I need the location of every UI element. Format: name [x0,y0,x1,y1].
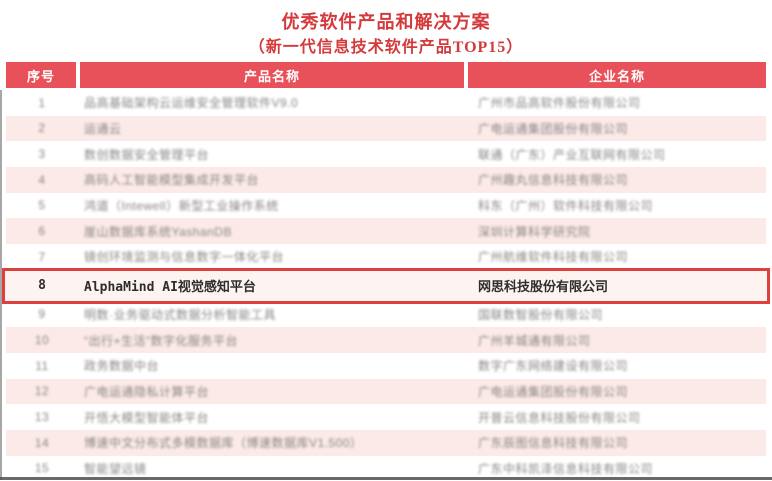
row-index: 5 [38,198,46,213]
row-index: 1 [38,95,46,110]
product-name: 开悟大模型智能体平台 [84,410,210,425]
company-name: 科东（广州）软件科技有限公司 [478,198,654,213]
product-name: “出行+生活”数字化服务平台 [84,333,239,348]
company-name: 广州羊城通有限公司 [478,333,591,348]
table-row: 2 运通云 广电运通集团股份有限公司 [6,115,766,142]
table-row: 9 明数·业务驱动式数据分析智能工具 国联数智股份有限公司 [6,301,766,328]
company-name: 广州市品高软件股份有限公司 [478,96,641,111]
product-name: 政务数据中台 [84,359,160,374]
table-row: 12 广电运通隐私计算平台 广电运通集团股份有限公司 [6,378,766,405]
row-index: 13 [34,410,50,425]
product-name: 明数·业务驱动式数据分析智能工具 [84,307,276,322]
company-name: 广州航维软件科技有限公司 [478,250,629,265]
row-index: 12 [34,384,50,399]
row-index: 3 [38,147,46,162]
table-row: 11 政务数据中台 数字广东网络建设有限公司 [6,352,766,379]
product-name: 品高基础架构云运维安全管理软件V9.0 [84,96,299,111]
company-name: 广东辰图信息科技有限公司 [478,436,629,451]
table-row: 6 崖山数据库系统YashanDB 深圳计算科学研究院 [6,218,766,244]
row-index: 7 [38,249,46,264]
table-row: 13 开悟大模型智能体平台 开普云信息科技股份有限公司 [6,404,766,430]
company-name: 广电运通集团股份有限公司 [478,384,629,399]
company-name: 广电运通集团股份有限公司 [478,121,629,136]
company-name: 深圳计算科学研究院 [478,224,591,239]
table-row: 3 数创数据安全管理平台 联通（广东）产业互联网有限公司 [6,141,766,167]
table-row: 7 镜创环境监测与信息数字一体化平台 广州航维软件科技有限公司 [6,243,766,270]
scan-edge-left [0,90,2,480]
company-name: 联通（广东）产业互联网有限公司 [478,147,666,162]
product-name: 崖山数据库系统YashanDB [84,224,232,239]
company-name: 开普云信息科技股份有限公司 [478,410,641,425]
product-name: 镜创环境监测与信息数字一体化平台 [84,250,285,265]
row-index: 6 [38,224,46,239]
table-row-highlighted: 8 AlphaMind AI视觉感知平台 网思科技股份有限公司 [2,267,770,304]
table-row: 5 鸿道（Intewell）新型工业操作系统 科东（广州）软件科技有限公司 [6,192,766,219]
row-index: 14 [34,435,50,450]
product-name: 数创数据安全管理平台 [84,147,210,162]
table-header: 序号 产品名称 企业名称 [6,62,766,88]
table-row: 1 品高基础架构云运维安全管理软件V9.0 广州市品高软件股份有限公司 [6,90,766,116]
page-title: 优秀软件产品和解决方案 [281,12,491,32]
product-name: 鸿道（Intewell）新型工业操作系统 [84,198,279,213]
table-row: 15 智能望远镜 广东中科凯泽信息科技有限公司 [6,455,766,481]
product-name: 博速中文分布式多模数据库（博速数据库V1.500） [84,436,363,451]
row-index: 11 [35,358,49,373]
row-index: 2 [38,121,46,136]
table-row: 10 “出行+生活”数字化服务平台 广州羊城通有限公司 [6,327,766,353]
row-index: 10 [34,333,50,348]
company-name: 数字广东网络建设有限公司 [478,359,629,374]
table-row: 14 博速中文分布式多模数据库（博速数据库V1.500） 广东辰图信息科技有限公司 [6,429,766,456]
page-subtitle: （新一代信息技术软件产品TOP15） [248,39,524,56]
table-row: 4 高码人工智能模型集成开发平台 广州趣丸信息科技有限公司 [6,166,766,193]
company-name: 国联数智股份有限公司 [478,307,604,322]
row-index: 8 [38,278,46,294]
company-name: 广东中科凯泽信息科技有限公司 [478,461,654,476]
company-name: 广州趣丸信息科技有限公司 [478,173,629,188]
row-index: 15 [34,461,50,476]
company-name: 网思科技股份有限公司 [478,280,609,296]
product-name: 高码人工智能模型集成开发平台 [84,173,260,188]
column-header-index: 序号 [6,62,76,88]
column-header-product: 产品名称 [80,62,464,88]
product-name: 智能望远镜 [84,461,147,476]
row-index: 4 [38,172,46,187]
column-header-company: 企业名称 [468,62,766,88]
ranking-table: 序号 产品名称 企业名称 1 品高基础架构云运维安全管理软件V9.0 广州市品高软件… [2,62,770,481]
scan-edge-bottom [0,477,772,480]
product-name: AlphaMind AI视觉感知平台 [84,280,256,296]
row-index: 9 [38,307,46,322]
table-body: 1 品高基础架构云运维安全管理软件V9.0 广州市品高软件股份有限公司 2 运通云 广电运… [2,90,770,481]
product-name: 运通云 [84,121,122,136]
product-name: 广电运通隐私计算平台 [84,384,210,399]
